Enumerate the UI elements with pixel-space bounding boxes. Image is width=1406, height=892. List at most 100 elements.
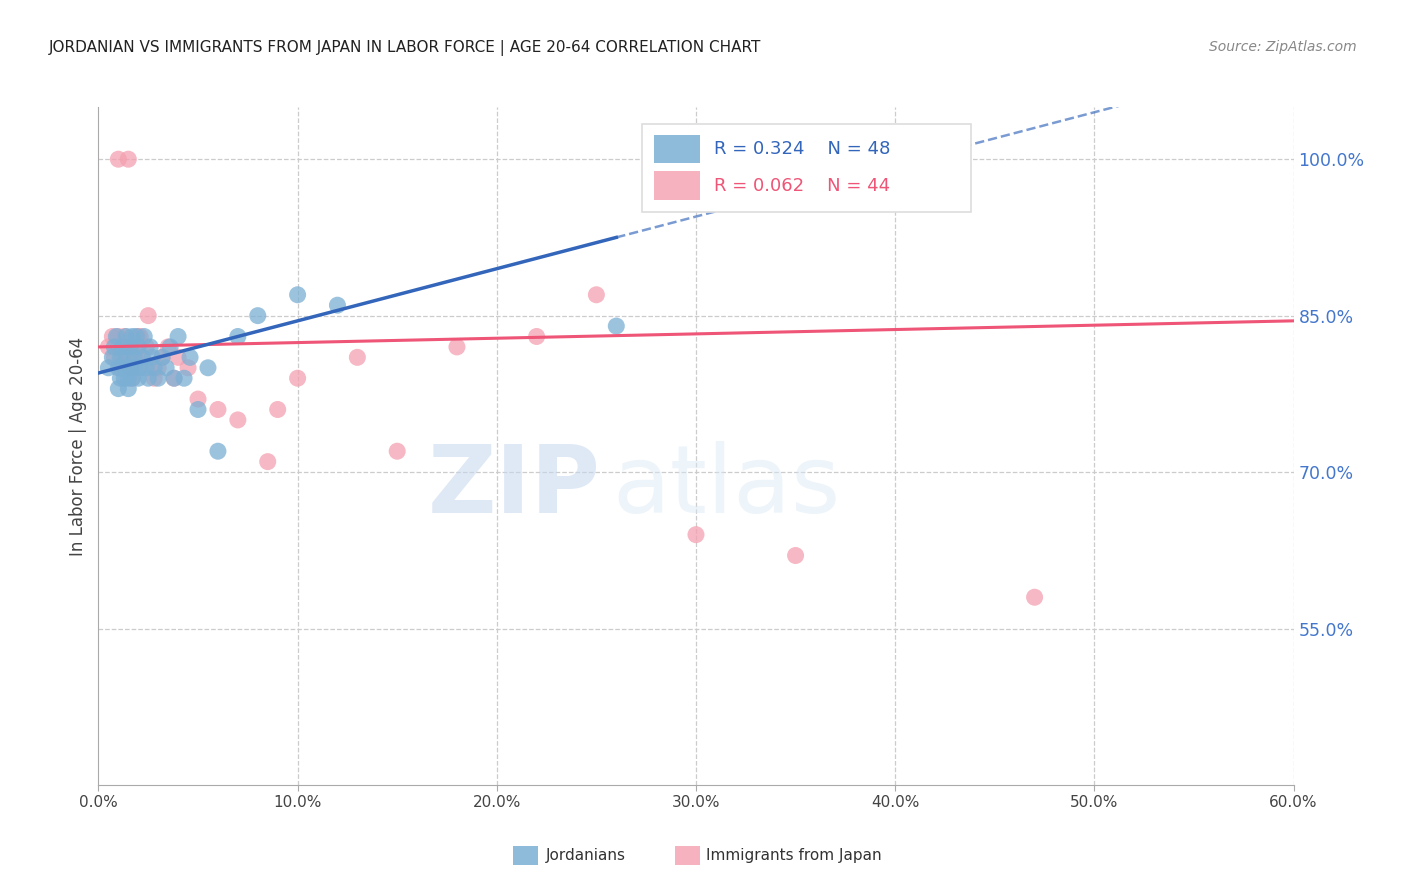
Point (187, 392, 209, 406)
Text: R = 0.062    N = 44: R = 0.062 N = 44 (714, 177, 890, 194)
Point (167, 329, 190, 343)
Point (139, 340, 162, 354)
Point (346, 351, 368, 365)
Point (207, 444, 229, 458)
Point (111, 351, 134, 365)
Point (141, 351, 163, 365)
Point (134, 329, 156, 343)
Point (110, 351, 132, 365)
Point (135, 340, 157, 354)
Point (107, 360, 129, 375)
Point (125, 329, 148, 343)
Point (127, 371, 149, 385)
Point (148, 360, 170, 375)
Point (143, 360, 166, 375)
Point (117, 351, 139, 365)
Bar (654, 171, 700, 200)
Point (103, 340, 125, 354)
Point (127, 329, 149, 343)
Point (110, 360, 132, 375)
Point (177, 360, 200, 375)
Point (785, 549, 807, 563)
Point (143, 371, 166, 385)
Point (526, 329, 548, 343)
Point (107, 382, 129, 396)
Text: Source: ZipAtlas.com: Source: ZipAtlas.com (1209, 40, 1357, 54)
Point (585, 287, 607, 301)
Point (226, 329, 249, 343)
Point (267, 402, 290, 417)
Point (112, 371, 135, 385)
Point (136, 309, 159, 323)
Point (148, 371, 170, 385)
Point (120, 360, 142, 375)
Point (179, 351, 201, 365)
Point (167, 351, 190, 365)
Point (115, 351, 138, 365)
Point (256, 455, 278, 469)
Point (163, 371, 186, 385)
Text: ZIP: ZIP (427, 441, 600, 533)
Point (605, 319, 627, 334)
Text: Jordanians: Jordanians (546, 848, 626, 863)
Point (159, 340, 181, 354)
Point (173, 371, 195, 385)
Point (246, 309, 269, 323)
Point (287, 287, 309, 301)
FancyBboxPatch shape (643, 124, 972, 212)
Point (103, 351, 125, 365)
Point (207, 402, 229, 417)
Point (385, 444, 409, 458)
Point (110, 371, 132, 385)
Point (187, 402, 209, 417)
Point (121, 371, 143, 385)
Point (127, 340, 149, 354)
Point (150, 351, 173, 365)
Point (155, 360, 177, 375)
Point (107, 340, 129, 354)
Point (101, 351, 124, 365)
Point (127, 360, 149, 375)
Text: JORDANIAN VS IMMIGRANTS FROM JAPAN IN LABOR FORCE | AGE 20-64 CORRELATION CHART: JORDANIAN VS IMMIGRANTS FROM JAPAN IN LA… (49, 40, 762, 56)
Point (287, 371, 309, 385)
Point (117, 371, 139, 385)
Point (125, 351, 148, 365)
Text: Immigrants from Japan: Immigrants from Japan (706, 848, 882, 863)
Point (117, 382, 139, 396)
Point (124, 360, 146, 375)
Point (111, 340, 134, 354)
Point (97, 340, 120, 354)
Bar (654, 135, 700, 163)
Point (135, 360, 157, 375)
Point (157, 340, 180, 354)
Point (115, 329, 138, 343)
Point (117, 152, 139, 166)
Point (101, 329, 124, 343)
Point (136, 371, 159, 385)
Point (446, 340, 468, 354)
Point (107, 152, 129, 166)
Point (124, 351, 146, 365)
Point (124, 340, 146, 354)
Point (226, 413, 249, 427)
Point (150, 351, 173, 365)
Point (131, 351, 153, 365)
Point (112, 360, 135, 375)
Point (107, 329, 129, 343)
Point (112, 329, 135, 343)
Point (121, 329, 143, 343)
Point (129, 329, 152, 343)
Point (105, 329, 128, 343)
Point (120, 360, 142, 375)
Point (163, 371, 186, 385)
Point (197, 360, 219, 375)
Point (129, 360, 152, 375)
Point (326, 298, 349, 312)
Point (121, 371, 143, 385)
Point (1024, 591, 1046, 605)
Point (120, 340, 142, 354)
Y-axis label: In Labor Force | Age 20-64: In Labor Force | Age 20-64 (69, 336, 87, 556)
Text: atlas: atlas (613, 441, 841, 533)
Point (115, 340, 138, 354)
Point (131, 351, 153, 365)
